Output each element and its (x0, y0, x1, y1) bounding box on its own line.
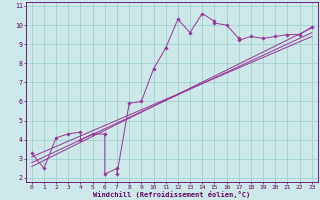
X-axis label: Windchill (Refroidissement éolien,°C): Windchill (Refroidissement éolien,°C) (93, 191, 251, 198)
